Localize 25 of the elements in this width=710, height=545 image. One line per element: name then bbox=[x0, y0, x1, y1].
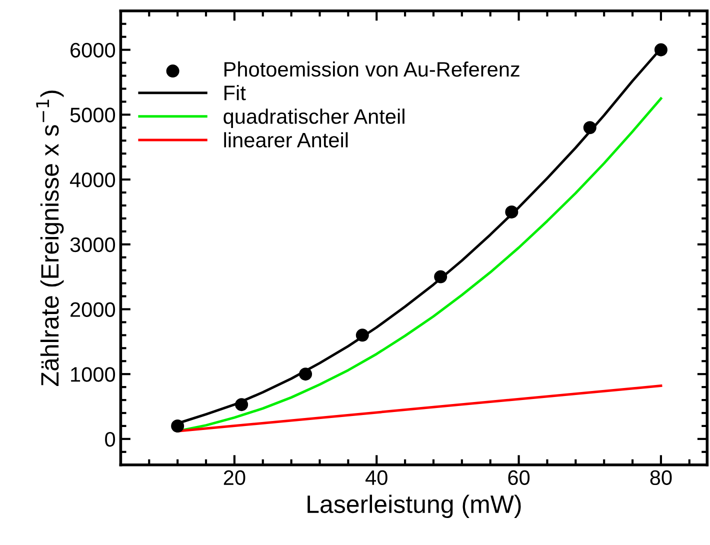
legend-label: quadratischer Anteil bbox=[224, 108, 404, 128]
y-tick-label: 1000 bbox=[71, 367, 116, 382]
legend-label: Photoemission von Au-Referenz bbox=[224, 61, 520, 77]
point bbox=[171, 419, 184, 432]
legend-label: Fit bbox=[224, 85, 246, 100]
point bbox=[235, 398, 248, 412]
x-tick-label: 20 bbox=[224, 470, 246, 486]
point bbox=[505, 205, 518, 218]
point bbox=[356, 328, 369, 342]
y-tick-label: 6000 bbox=[70, 42, 116, 58]
y-tick-label: 5000 bbox=[70, 108, 116, 122]
x-tick-label: 40 bbox=[366, 470, 388, 486]
point bbox=[654, 43, 668, 56]
legend-label: linearer Anteil bbox=[224, 132, 348, 148]
point bbox=[434, 270, 448, 284]
y-tick-label: 2000 bbox=[70, 302, 116, 317]
x-axis-title: Laserleistung (mW) bbox=[308, 494, 521, 518]
point bbox=[583, 121, 596, 134]
x-tick-label: 80 bbox=[650, 470, 672, 486]
y-tick-label: 4000 bbox=[70, 172, 116, 188]
y-tick-label: 0 bbox=[105, 432, 116, 447]
x-tick-label: 60 bbox=[508, 470, 530, 486]
y-axis-title: Zählrate (Ereignisse x s$^{−1}$) bbox=[36, 90, 64, 386]
y-tick-label: 3000 bbox=[70, 237, 116, 252]
point bbox=[299, 368, 312, 381]
